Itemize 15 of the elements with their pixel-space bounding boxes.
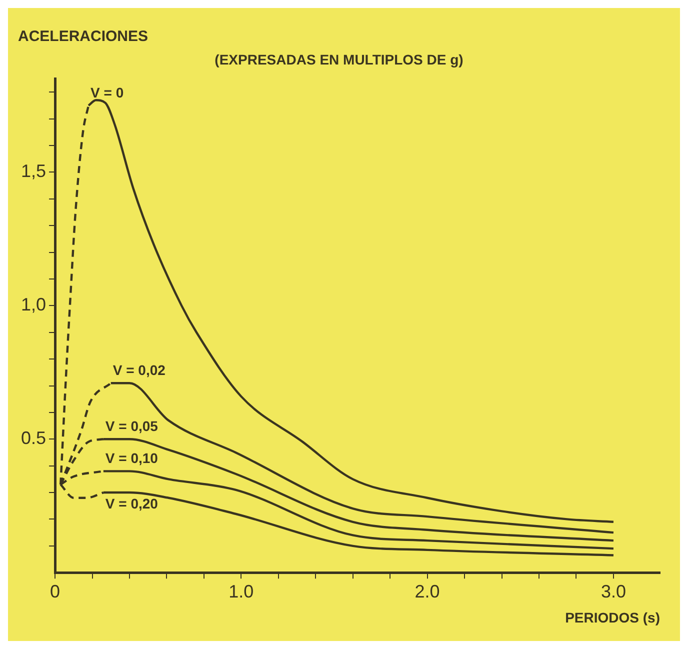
x-tick-label: 2.0	[414, 581, 440, 602]
series-label: V = 0,10	[105, 450, 158, 466]
chart-subtitle: (EXPRESADAS EN MULTIPLOS DE g)	[214, 51, 464, 68]
series-label: V = 0,05	[105, 418, 158, 434]
series-label: V = 0	[90, 84, 124, 100]
y-tick-label: 1,5	[20, 161, 46, 182]
x-tick-label: 1.0	[228, 581, 254, 602]
x-tick-label: 3.0	[600, 581, 626, 602]
x-tick-label: 0	[50, 581, 60, 602]
series-label: V = 0,02	[112, 362, 166, 378]
y-tick-label: 1,0	[20, 294, 46, 315]
series-label: V = 0,20	[105, 495, 158, 512]
x-axis-title: PERIODOS (s)	[565, 609, 660, 626]
chart-title: ACELERACIONES	[18, 28, 148, 46]
y-tick-label: 0.5	[20, 428, 46, 448]
